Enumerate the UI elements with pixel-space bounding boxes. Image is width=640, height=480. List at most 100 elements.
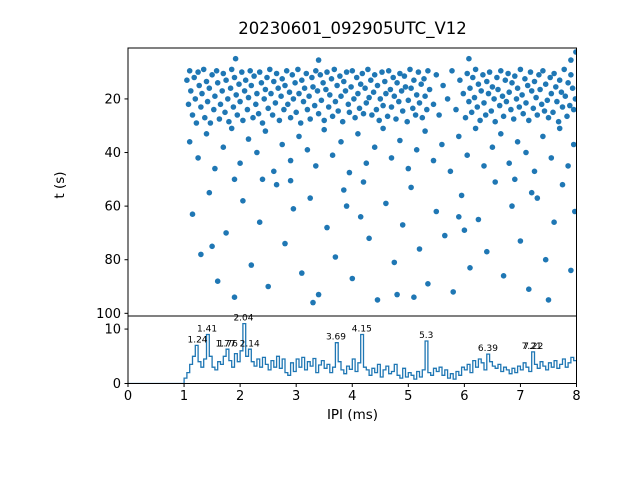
scatter-point [453, 106, 459, 113]
scatter-point [259, 176, 266, 183]
scatter-point [506, 160, 512, 166]
scatter-point [505, 70, 511, 77]
scatter-point [514, 85, 521, 91]
scatter-point [360, 179, 367, 185]
scatter-point [498, 131, 504, 137]
scatter-point [399, 108, 406, 114]
scatter-point [214, 80, 221, 86]
scatter-point [254, 90, 260, 97]
scatter-point [256, 69, 263, 75]
scatter-point [500, 113, 507, 120]
scatter-point [485, 90, 492, 97]
scatter-point [212, 93, 218, 99]
y-tick-label: 60 [104, 200, 121, 215]
scatter-point [481, 163, 487, 169]
peak-annotation: 3.69 [326, 333, 346, 343]
scatter-point [315, 110, 322, 117]
scatter-point [283, 68, 290, 74]
scatter-point [517, 66, 524, 73]
scatter-point [384, 113, 391, 120]
scatter-point [242, 77, 249, 83]
scatter-point [374, 82, 381, 89]
scatter-point [255, 110, 262, 117]
scatter-point [401, 73, 408, 79]
scatter-point [478, 88, 485, 94]
scatter-point [470, 74, 476, 81]
scatter-point [239, 69, 245, 75]
peak-annotation: 7.21 [522, 342, 542, 352]
scatter-point [293, 109, 300, 116]
scatter-point [393, 116, 399, 122]
scatter-point [355, 90, 361, 97]
scatter-point [545, 297, 552, 303]
scatter-point [422, 128, 428, 134]
scatter-point [526, 117, 532, 124]
scatter-point [214, 278, 221, 285]
scatter-point [231, 294, 238, 301]
scatter-point [480, 72, 486, 78]
scatter-point [289, 72, 296, 78]
scatter-point [341, 78, 347, 85]
scatter-point [273, 181, 280, 188]
scatter-point [405, 97, 412, 104]
scatter-point [442, 232, 448, 239]
scatter-point [496, 102, 503, 109]
scatter-point [346, 109, 353, 116]
scatter-point [472, 125, 479, 132]
scatter-point [271, 78, 277, 85]
scatter-point [236, 81, 242, 87]
scatter-point [374, 297, 381, 303]
scatter-point [512, 176, 518, 183]
scatter-point [262, 86, 269, 93]
scatter-point [202, 114, 208, 121]
scatter-point [508, 106, 514, 113]
scatter-point [335, 108, 342, 114]
scatter-point [369, 112, 375, 118]
scatter-point [248, 262, 255, 268]
scatter-point [296, 90, 302, 97]
scatter-point [188, 88, 194, 94]
scatter-point [273, 70, 280, 77]
scatter-point [522, 76, 528, 82]
peak-annotation: 1.77 [216, 340, 236, 350]
scatter-point [416, 246, 423, 252]
scatter-point [385, 68, 392, 74]
scatter-point [365, 66, 371, 73]
scatter-point [286, 89, 293, 95]
scatter-point [512, 73, 518, 79]
scatter-point [195, 69, 201, 75]
scatter-point [565, 80, 571, 86]
scatter-point [220, 144, 227, 150]
scatter-point [530, 105, 537, 112]
scatter-point [253, 101, 259, 108]
scatter-point [320, 80, 326, 86]
scatter-point [424, 106, 430, 113]
scatter-point [310, 299, 316, 306]
scatter-point [186, 68, 193, 74]
scatter-point [548, 90, 555, 97]
scatter-point [349, 275, 356, 282]
scatter-point [468, 109, 475, 116]
scatter-point [413, 92, 420, 98]
scatter-point [551, 219, 557, 225]
scatter-point [276, 117, 283, 124]
scatter-point [526, 286, 532, 293]
scatter-point [339, 118, 346, 125]
scatter-point [540, 133, 546, 140]
peak-annotation: 1.41 [197, 324, 217, 334]
scatter-point [206, 189, 213, 196]
scatter-point [486, 69, 493, 75]
scatter-point [315, 57, 322, 63]
scatter-point [198, 104, 204, 110]
scatter-point [303, 70, 310, 77]
scatter-point [492, 118, 499, 125]
scatter-point [559, 181, 566, 188]
scatter-point [282, 82, 288, 89]
scatter-point [456, 214, 462, 220]
scatter-point [292, 80, 298, 86]
scatter-point [415, 69, 422, 75]
scatter-point [516, 104, 523, 110]
scatter-point [556, 77, 563, 83]
scatter-point [542, 256, 549, 263]
